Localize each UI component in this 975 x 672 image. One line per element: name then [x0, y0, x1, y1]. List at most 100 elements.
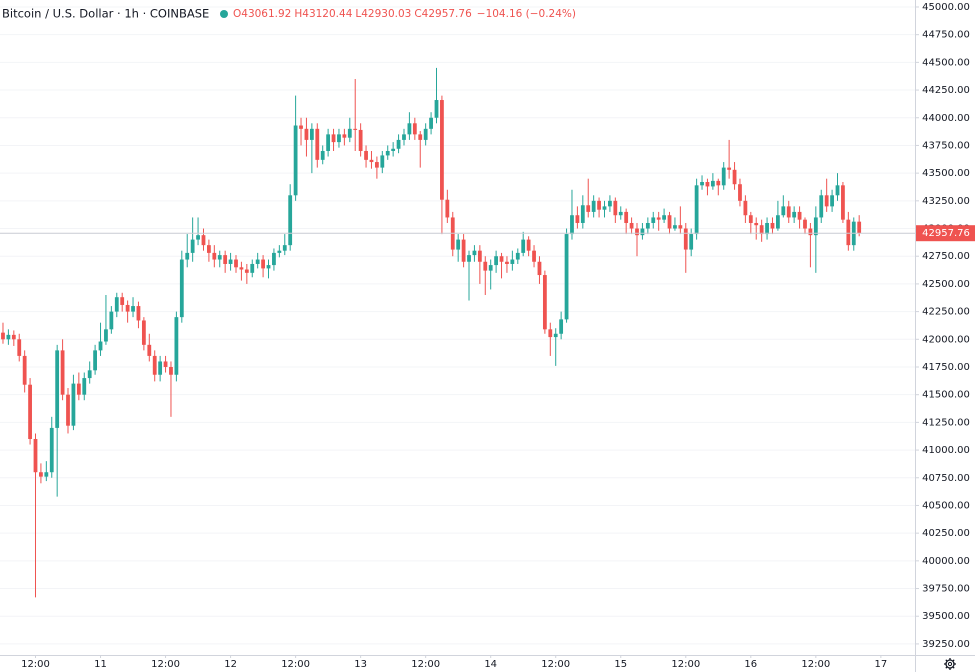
- candle-body: [320, 150, 325, 160]
- candle-body: [407, 123, 412, 135]
- candle-body: [748, 215, 753, 223]
- candle-body: [93, 350, 98, 371]
- settings-icon[interactable]: [944, 658, 956, 670]
- candle-body: [55, 350, 60, 428]
- candle-body: [385, 150, 390, 156]
- candle-body: [342, 134, 347, 138]
- candle-body: [651, 217, 656, 223]
- candle-body: [391, 148, 396, 151]
- candle-body: [629, 222, 634, 229]
- candle-body: [374, 162, 379, 168]
- candle-body: [553, 333, 558, 338]
- candle-body: [472, 250, 477, 256]
- x-tick-label: 13: [354, 659, 367, 670]
- candle-body: [228, 259, 233, 264]
- y-tick-label: 41750.00: [922, 362, 970, 373]
- ohlc-legend: O43061.92 H43120.44 L42930.03 C42957.76 −104…: [233, 8, 576, 20]
- candle-body: [705, 181, 710, 187]
- candle-body: [104, 329, 108, 342]
- candle-body: [353, 128, 358, 130]
- candle-body: [418, 134, 423, 140]
- legend-value: L42930.03: [355, 8, 411, 20]
- legend-value: H43120.44: [294, 8, 352, 20]
- y-tick-label: 43750.00: [922, 140, 970, 151]
- last-price-badge: [916, 225, 975, 242]
- candle-body: [196, 235, 200, 240]
- candle-body: [727, 167, 732, 170]
- candle-body: [624, 211, 629, 223]
- candle-body: [309, 128, 314, 140]
- candle-body: [326, 134, 331, 151]
- candle-body: [662, 215, 666, 220]
- candle-body: [591, 200, 596, 212]
- status-dot: [220, 10, 228, 18]
- y-tick-label: 41250.00: [922, 417, 970, 428]
- candle-body: [586, 205, 591, 212]
- legend-value: C42957.76: [414, 8, 472, 20]
- candle-body: [776, 215, 780, 229]
- x-tick-label: 12:00: [151, 659, 180, 670]
- candle-body: [716, 180, 721, 186]
- candle-body: [87, 370, 92, 379]
- candle-body: [689, 234, 694, 250]
- y-tick-label: 42000.00: [922, 334, 970, 345]
- x-tick-label: 12:00: [411, 659, 440, 670]
- candle-body: [11, 334, 16, 340]
- candle-body: [564, 234, 569, 320]
- candle-body: [721, 167, 726, 186]
- candle-body: [423, 128, 428, 140]
- candle-body: [304, 128, 309, 140]
- candle-body: [380, 155, 385, 168]
- candle-body: [147, 344, 152, 356]
- y-tick-label: 41000.00: [922, 445, 970, 456]
- candle-body: [223, 255, 228, 264]
- candle-body: [499, 256, 504, 262]
- candle-body: [819, 195, 824, 218]
- candle-body: [515, 252, 520, 260]
- candle-body: [125, 304, 130, 312]
- candle-body: [786, 206, 791, 218]
- y-tick-label: 42250.00: [922, 307, 970, 318]
- y-tick-label: 40500.00: [922, 500, 970, 511]
- candle-body: [645, 222, 650, 229]
- candle-body: [797, 211, 802, 220]
- candle-body: [190, 239, 195, 253]
- candle-body: [526, 239, 531, 251]
- legend-value: O43061.92: [233, 8, 291, 20]
- candle-body: [580, 205, 585, 223]
- candle-body: [244, 269, 249, 273]
- candle-body: [358, 129, 363, 151]
- candle-body: [597, 200, 601, 210]
- candle-body: [732, 169, 737, 185]
- candle-body: [456, 239, 461, 250]
- candle-body: [542, 275, 547, 330]
- candle-body: [33, 438, 38, 473]
- candle-body: [337, 134, 341, 143]
- y-tick-label: 44250.00: [922, 85, 970, 96]
- candle-body: [841, 185, 845, 220]
- candle-body: [266, 265, 271, 269]
- candle-body: [76, 383, 81, 395]
- candle-body: [505, 261, 509, 264]
- candle-body: [759, 225, 764, 235]
- candle-body: [803, 219, 807, 229]
- candle-body: [808, 228, 813, 236]
- candle-body: [602, 206, 607, 210]
- candle-body: [277, 250, 282, 253]
- candle-body: [234, 259, 238, 268]
- candle-body: [429, 117, 433, 129]
- candle-body: [141, 320, 146, 345]
- x-tick-label: 12:00: [281, 659, 310, 670]
- candle-body: [1, 332, 5, 340]
- x-tick-label: 12:00: [541, 659, 570, 670]
- candle-body: [857, 221, 862, 234]
- candle-body: [477, 250, 482, 262]
- y-tick-label: 40750.00: [922, 473, 970, 484]
- x-tick-label: 12:00: [21, 659, 50, 670]
- candle-body: [293, 125, 298, 196]
- candle-body: [299, 125, 303, 129]
- candle-body: [635, 228, 639, 236]
- candle-body: [673, 225, 677, 229]
- candle-body: [532, 250, 536, 262]
